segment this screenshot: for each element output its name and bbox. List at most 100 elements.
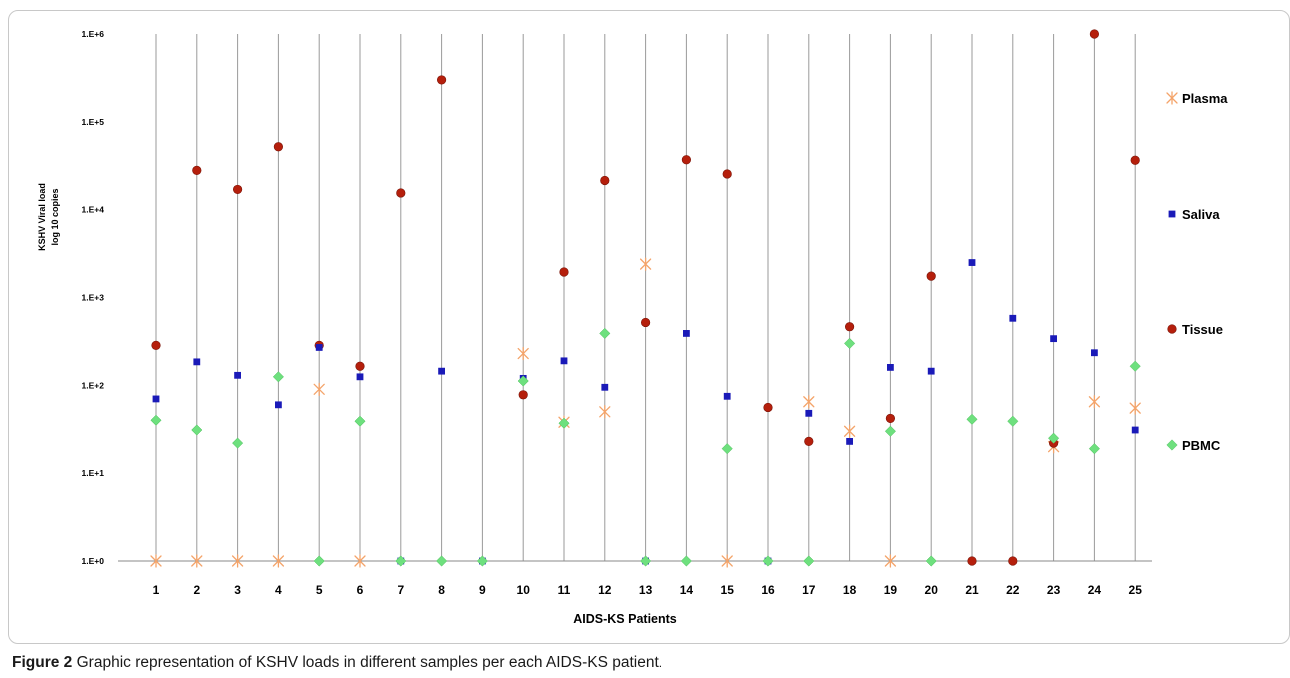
saliva-point — [315, 344, 323, 351]
pbmc-point — [191, 424, 203, 436]
x-tick-label: 20 — [925, 583, 939, 597]
saliva-point — [887, 364, 894, 371]
plasma-point — [150, 554, 162, 568]
pbmc-point — [476, 555, 488, 567]
legend-label-saliva: Saliva — [1182, 207, 1220, 222]
pbmc-point — [680, 555, 692, 567]
saliva-point — [683, 330, 690, 337]
legend-marker-tissue — [1167, 324, 1177, 334]
saliva-point — [723, 392, 731, 400]
pbmc-point — [966, 413, 978, 425]
x-tick-label: 9 — [479, 583, 486, 597]
x-tick-label: 5 — [316, 583, 323, 597]
tissue-point — [518, 390, 528, 400]
pbmc-point — [558, 417, 570, 429]
pbmc-point — [313, 555, 325, 567]
y-axis-title-line2: log 10 copies — [50, 188, 60, 245]
pbmc-point — [1088, 443, 1100, 455]
tissue-point — [844, 322, 855, 332]
x-axis-ticks: 1 2 3 4 5 6 7 8 9 10 11 12 13 14 15 16 17 18 19 20 21 22 23 24 2… — [153, 583, 1143, 597]
series-plasma — [150, 257, 1141, 568]
tissue-point — [885, 413, 896, 424]
plasma-point — [1129, 401, 1141, 415]
tissue-point — [151, 340, 161, 350]
x-tick-label: 14 — [680, 583, 694, 597]
caption-period: . — [658, 656, 663, 670]
legend-label-pbmc: PBMC — [1182, 438, 1221, 453]
legend-marker-pbmc — [1166, 439, 1178, 451]
legend: Plasma Saliva Tissue PBMC — [1166, 91, 1228, 453]
plasma-point — [721, 554, 733, 568]
pbmc-point — [762, 555, 774, 567]
x-tick-label: 18 — [843, 583, 857, 597]
figure-caption: Figure 2 Graphic representation of KSHV … — [12, 654, 662, 672]
y-tick-label: 1.E+2 — [82, 380, 105, 390]
x-tick-label: 17 — [802, 583, 816, 597]
y-tick-label: 1.E+3 — [82, 293, 105, 303]
saliva-point — [275, 401, 282, 409]
plasma-point — [639, 257, 652, 271]
x-tick-label: 11 — [558, 583, 571, 597]
plasma-point — [354, 554, 366, 568]
gridlines — [155, 34, 1136, 561]
saliva-point — [968, 259, 976, 266]
caption-text: Graphic representation of KSHV loads in … — [76, 654, 659, 671]
tissue-point — [233, 184, 243, 195]
tissue-point — [192, 165, 202, 175]
x-tick-label: 15 — [721, 583, 735, 597]
saliva-point — [846, 437, 853, 445]
saliva-point — [1091, 349, 1098, 357]
pbmc-point — [844, 337, 856, 349]
x-axis-title: AIDS-KS Patients — [573, 612, 677, 626]
saliva-point — [805, 409, 813, 417]
saliva-point — [1131, 426, 1139, 434]
y-tick-label: 1.E+0 — [82, 556, 105, 566]
tissue-point — [640, 317, 651, 328]
x-tick-label: 3 — [234, 583, 241, 597]
x-tick-label: 21 — [965, 583, 979, 597]
plasma-point — [803, 395, 815, 409]
y-tick-label: 1.E+5 — [82, 117, 105, 127]
x-tick-label: 23 — [1047, 583, 1061, 597]
pbmc-point — [395, 555, 407, 567]
plasma-point — [884, 554, 897, 568]
saliva-point — [560, 357, 568, 365]
y-axis-title-line1: KSHV Viral load — [37, 183, 47, 251]
data-points — [150, 29, 1141, 568]
legend-marker-saliva — [1168, 210, 1176, 218]
plasma-point — [191, 554, 203, 568]
pbmc-point — [925, 555, 937, 567]
y-tick-label: 1.E+1 — [82, 468, 105, 478]
pbmc-point — [272, 371, 284, 383]
tissue-point — [681, 155, 692, 165]
plasma-point — [599, 405, 611, 419]
tissue-point — [1089, 29, 1099, 39]
x-tick-label: 25 — [1129, 583, 1143, 597]
pbmc-point — [517, 375, 529, 387]
x-tick-label: 13 — [639, 583, 653, 597]
x-tick-label: 7 — [397, 583, 404, 597]
pbmc-point — [436, 555, 448, 567]
saliva-point — [234, 371, 241, 379]
pbmc-point — [1007, 415, 1019, 427]
series-pbmc — [150, 327, 1141, 567]
tissue-point — [600, 175, 610, 186]
x-tick-label: 2 — [193, 583, 200, 597]
plasma-point — [843, 424, 856, 438]
x-tick-label: 24 — [1088, 583, 1102, 597]
tissue-point — [355, 361, 365, 371]
legend-label-plasma: Plasma — [1182, 91, 1228, 106]
x-tick-label: 10 — [517, 583, 531, 597]
plasma-point — [1088, 395, 1101, 409]
tissue-point — [273, 142, 284, 152]
tissue-point — [1008, 556, 1018, 566]
x-tick-label: 12 — [598, 583, 612, 597]
x-tick-label: 19 — [884, 583, 898, 597]
plasma-point — [517, 346, 529, 361]
saliva-point — [193, 358, 201, 366]
x-tick-label: 16 — [761, 583, 775, 597]
pbmc-point — [884, 425, 896, 437]
plasma-point — [313, 382, 325, 397]
x-tick-label: 4 — [275, 583, 282, 597]
